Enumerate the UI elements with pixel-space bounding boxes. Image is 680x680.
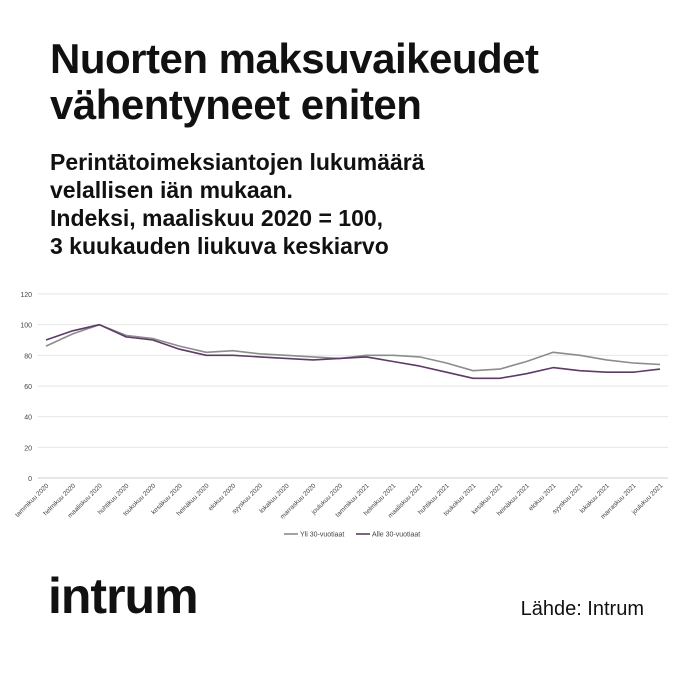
intrum-logo: intrum (48, 568, 199, 624)
subtitle-line: 3 kuukauden liukuva keskiarvo (50, 233, 389, 259)
y-axis-ticks: 0 20 40 60 80 100 120 (20, 292, 32, 483)
y-tick-label: 80 (24, 353, 32, 360)
series-lines (45, 323, 661, 380)
legend-label: Alle 30-vuotiaat (372, 532, 420, 539)
subtitle-line: Indeksi, maaliskuu 2020 = 100, (50, 205, 384, 231)
subtitle-line: velallisen iän mukaan. (50, 177, 293, 203)
legend: Yli 30-vuotiaat Alle 30-vuotiaat (284, 532, 420, 539)
series-line (45, 323, 661, 380)
y-tick-label: 20 (24, 445, 32, 452)
source-text: Lähde: Intrum (520, 598, 644, 620)
legend-label: Yli 30-vuotiaat (300, 532, 344, 539)
subtitle-line: Perintätoimeksiantojen lukumäärä (50, 149, 425, 175)
y-tick-label: 120 (20, 292, 32, 299)
y-tick-label: 0 (28, 476, 32, 483)
chart-subtitle: Perintätoimeksiantojen lukumäärä velalli… (50, 148, 650, 260)
y-tick-label: 100 (20, 323, 32, 330)
series-line (45, 323, 661, 372)
y-tick-label: 60 (24, 384, 32, 391)
y-tick-label: 40 (24, 415, 32, 422)
gridlines (38, 293, 668, 479)
headline: Nuorten maksuvaikeudet vähentyneet enite… (50, 35, 539, 128)
